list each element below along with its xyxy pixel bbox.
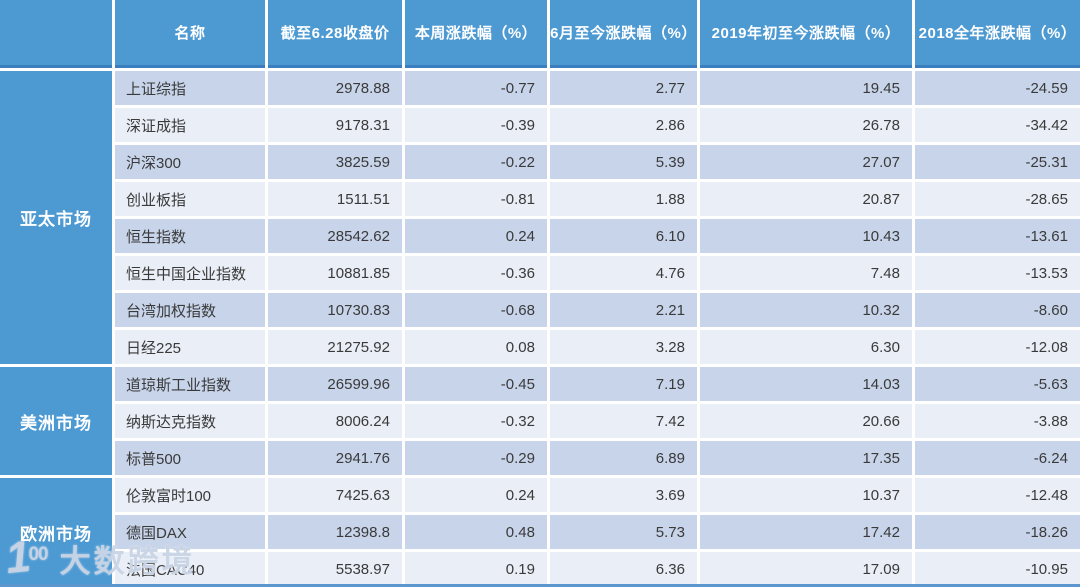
value-cell: 1.88 [550, 182, 697, 216]
value-cell: 26599.96 [268, 367, 402, 401]
value-cell: 2.86 [550, 108, 697, 142]
col-header-name: 名称 [115, 0, 265, 68]
value-cell: 6.10 [550, 219, 697, 253]
index-name-cell: 深证成指 [115, 108, 265, 142]
value-cell: -0.32 [405, 404, 547, 438]
value-cell: 10881.85 [268, 256, 402, 290]
value-cell: 6.30 [700, 330, 912, 364]
col-header-june-change: 6月至今涨跌幅（%） [550, 0, 697, 68]
value-cell: 5.39 [550, 145, 697, 179]
value-cell: -3.88 [915, 404, 1080, 438]
value-cell: -13.53 [915, 256, 1080, 290]
value-cell: 3825.59 [268, 145, 402, 179]
header-corner-blank [0, 0, 112, 68]
index-name-cell: 道琼斯工业指数 [115, 367, 265, 401]
value-cell: 2978.88 [268, 71, 402, 105]
market-group-europe: 欧洲市场 [0, 478, 112, 586]
value-cell: 6.36 [550, 552, 697, 586]
index-name-cell: 沪深300 [115, 145, 265, 179]
value-cell: -13.61 [915, 219, 1080, 253]
index-name-cell: 台湾加权指数 [115, 293, 265, 327]
index-name-cell: 日经225 [115, 330, 265, 364]
value-cell: -6.24 [915, 441, 1080, 475]
value-cell: -5.63 [915, 367, 1080, 401]
value-cell: -25.31 [915, 145, 1080, 179]
value-cell: 8006.24 [268, 404, 402, 438]
value-cell: 2.21 [550, 293, 697, 327]
value-cell: -24.59 [915, 71, 1080, 105]
market-group-americas: 美洲市场 [0, 367, 112, 475]
value-cell: 17.42 [700, 515, 912, 549]
value-cell: -0.36 [405, 256, 547, 290]
value-cell: -34.42 [915, 108, 1080, 142]
value-cell: 10.43 [700, 219, 912, 253]
value-cell: 20.87 [700, 182, 912, 216]
value-cell: -8.60 [915, 293, 1080, 327]
value-cell: 5538.97 [268, 552, 402, 586]
value-cell: 0.19 [405, 552, 547, 586]
col-header-2018-change: 2018全年涨跌幅（%） [915, 0, 1080, 68]
value-cell: 19.45 [700, 71, 912, 105]
value-cell: 0.24 [405, 478, 547, 512]
value-cell: 0.24 [405, 219, 547, 253]
col-header-week-change: 本周涨跌幅（%） [405, 0, 547, 68]
value-cell: 9178.31 [268, 108, 402, 142]
value-cell: 20.66 [700, 404, 912, 438]
index-name-cell: 纳斯达克指数 [115, 404, 265, 438]
value-cell: 3.28 [550, 330, 697, 364]
value-cell: -0.81 [405, 182, 547, 216]
value-cell: 1511.51 [268, 182, 402, 216]
col-header-ytd2019-change: 2019年初至今涨跌幅（%） [700, 0, 912, 68]
value-cell: 27.07 [700, 145, 912, 179]
value-cell: -0.45 [405, 367, 547, 401]
table-bottom-rule [0, 584, 1080, 587]
value-cell: -28.65 [915, 182, 1080, 216]
value-cell: 3.69 [550, 478, 697, 512]
value-cell: 10.37 [700, 478, 912, 512]
value-cell: -0.68 [405, 293, 547, 327]
value-cell: 7.48 [700, 256, 912, 290]
value-cell: 7.42 [550, 404, 697, 438]
value-cell: 2.77 [550, 71, 697, 105]
value-cell: 28542.62 [268, 219, 402, 253]
index-name-cell: 上证综指 [115, 71, 265, 105]
value-cell: 14.03 [700, 367, 912, 401]
value-cell: -0.77 [405, 71, 547, 105]
value-cell: 17.35 [700, 441, 912, 475]
value-cell: -12.48 [915, 478, 1080, 512]
value-cell: 6.89 [550, 441, 697, 475]
index-name-cell: 标普500 [115, 441, 265, 475]
value-cell: -18.26 [915, 515, 1080, 549]
value-cell: 26.78 [700, 108, 912, 142]
value-cell: -10.95 [915, 552, 1080, 586]
value-cell: -0.29 [405, 441, 547, 475]
index-name-cell: 德国DAX [115, 515, 265, 549]
value-cell: 0.08 [405, 330, 547, 364]
index-name-cell: 创业板指 [115, 182, 265, 216]
value-cell: -0.39 [405, 108, 547, 142]
market-group-asia-pacific: 亚太市场 [0, 71, 112, 364]
value-cell: 10730.83 [268, 293, 402, 327]
value-cell: -12.08 [915, 330, 1080, 364]
index-name-cell: 法国CAC40 [115, 552, 265, 586]
value-cell: 2941.76 [268, 441, 402, 475]
index-name-cell: 恒生中国企业指数 [115, 256, 265, 290]
value-cell: 5.73 [550, 515, 697, 549]
value-cell: -0.22 [405, 145, 547, 179]
index-name-cell: 恒生指数 [115, 219, 265, 253]
index-name-cell: 伦敦富时100 [115, 478, 265, 512]
value-cell: 21275.92 [268, 330, 402, 364]
value-cell: 12398.8 [268, 515, 402, 549]
col-header-close: 截至6.28收盘价 [268, 0, 402, 68]
value-cell: 17.09 [700, 552, 912, 586]
value-cell: 4.76 [550, 256, 697, 290]
value-cell: 10.32 [700, 293, 912, 327]
value-cell: 7.19 [550, 367, 697, 401]
value-cell: 0.48 [405, 515, 547, 549]
value-cell: 7425.63 [268, 478, 402, 512]
